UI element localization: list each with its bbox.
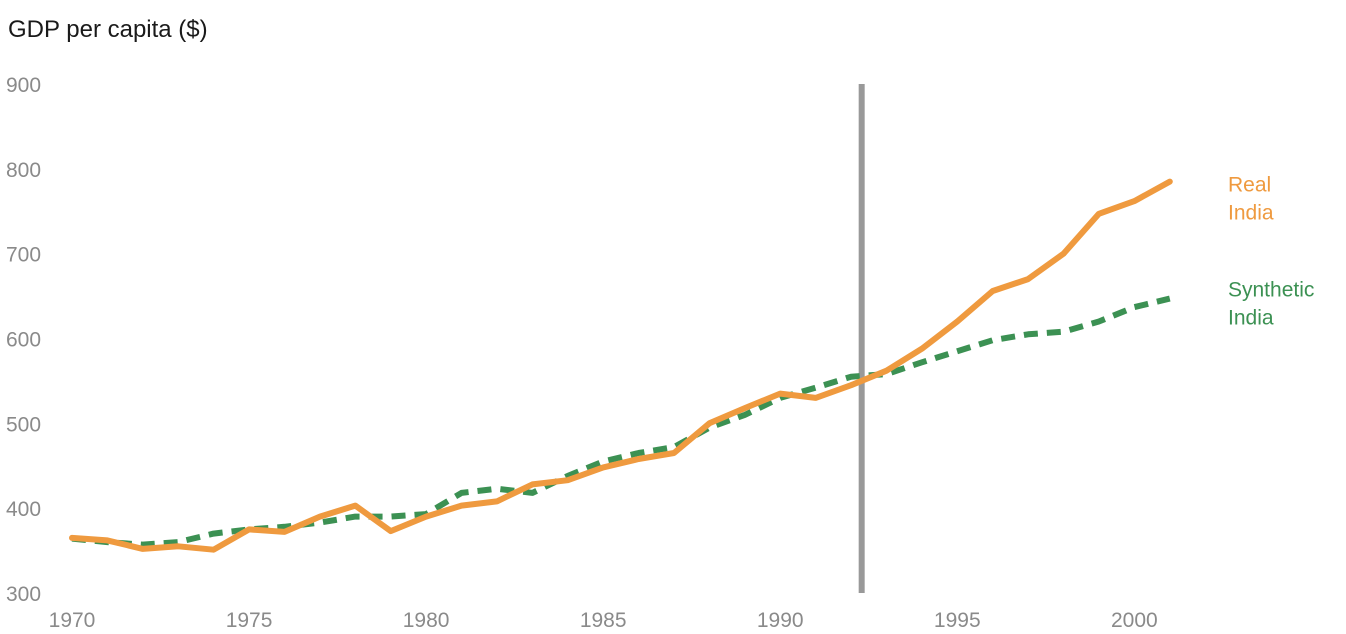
x-tick-label: 1995 [934, 609, 981, 632]
y-tick-label: 700 [6, 244, 41, 267]
synthetic-india-label: India [1228, 307, 1274, 330]
y-tick-label: 600 [6, 329, 41, 352]
x-axis-ticks: 1970 1975 1980 1985 1990 1995 2000 [49, 609, 1158, 632]
y-tick-label: 300 [6, 583, 41, 606]
synthetic-india-label: Synthetic [1228, 279, 1314, 302]
y-axis-title: GDP per capita ($) [8, 16, 208, 43]
x-tick-label: 2000 [1111, 609, 1158, 632]
x-tick-label: 1980 [403, 609, 450, 632]
x-tick-label: 1985 [580, 609, 627, 632]
x-tick-label: 1970 [49, 609, 96, 632]
series-labels: Real India Synthetic India [1228, 174, 1314, 330]
y-tick-label: 900 [6, 74, 41, 97]
x-tick-label: 1990 [757, 609, 804, 632]
x-tick-label: 1975 [226, 609, 273, 632]
y-tick-label: 500 [6, 413, 41, 436]
series-lines [69, 178, 1173, 553]
synthetic-india-line [71, 295, 1171, 548]
real-india-label: India [1228, 202, 1274, 225]
real-india-line [69, 178, 1173, 553]
y-axis-ticks: 300 400 500 600 700 800 900 [6, 74, 41, 606]
y-tick-label: 400 [6, 498, 41, 521]
real-india-label: Real [1228, 174, 1271, 197]
y-tick-label: 800 [6, 159, 41, 182]
